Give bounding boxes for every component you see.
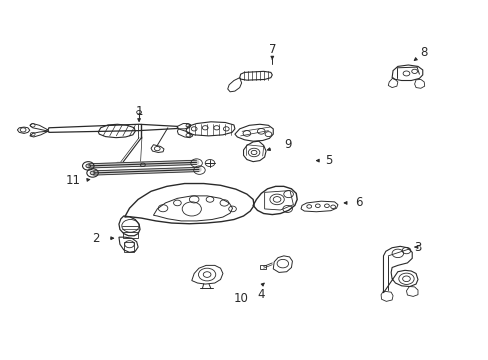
Bar: [260, 265, 265, 269]
Text: 6: 6: [354, 197, 362, 210]
Text: 3: 3: [413, 240, 421, 253]
Text: 5: 5: [324, 154, 331, 167]
Bar: [122, 232, 138, 238]
Text: 7: 7: [268, 43, 276, 56]
Text: 2: 2: [92, 232, 100, 245]
Text: 8: 8: [420, 46, 427, 59]
Text: 11: 11: [66, 174, 81, 186]
Bar: [123, 242, 134, 252]
Text: 9: 9: [284, 138, 291, 151]
Text: 4: 4: [257, 288, 264, 301]
Text: 1: 1: [135, 105, 142, 118]
Text: 10: 10: [233, 292, 247, 305]
